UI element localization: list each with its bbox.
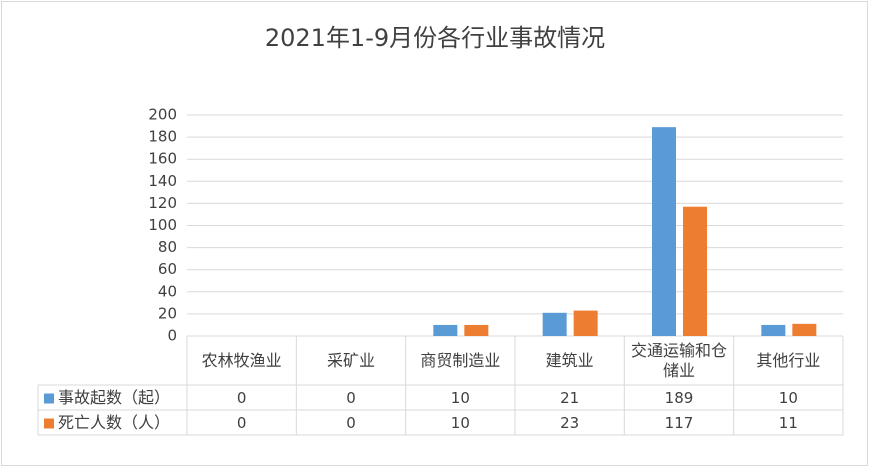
- table-value: 10: [779, 389, 798, 407]
- legend-label: 事故起数（起）: [58, 388, 170, 407]
- table-value: 0: [237, 389, 247, 407]
- x-tick-label-box: 其他行业: [756, 350, 821, 370]
- x-tick-label-box: 农林牧渔业: [201, 350, 282, 370]
- x-tick-label: 农林牧渔业: [201, 350, 282, 370]
- table-value: 11: [779, 414, 798, 432]
- table-value: 0: [346, 414, 356, 432]
- x-tick-label: 交通运输和仓储业: [630, 340, 727, 380]
- y-tick-label: 20: [158, 304, 177, 322]
- bar: [683, 206, 707, 336]
- x-tick-label-box: 商贸制造业: [420, 350, 501, 370]
- bar: [542, 312, 567, 336]
- chart-title: 2021年1-9月份各行业事故情况: [265, 24, 605, 52]
- y-tick-label: 140: [148, 172, 177, 190]
- bar: [433, 324, 458, 336]
- table-value: 10: [451, 389, 470, 407]
- table-value: 189: [665, 389, 694, 407]
- y-tick-label: 100: [148, 216, 177, 234]
- y-tick-label: 60: [158, 260, 177, 278]
- legend-label: 死亡人数（人）: [58, 413, 170, 432]
- y-tick-label: 180: [148, 128, 177, 146]
- table-value: 21: [560, 389, 579, 407]
- y-tick-label: 0: [167, 327, 177, 345]
- x-tick-label: 其他行业: [756, 350, 821, 370]
- table-value: 117: [665, 414, 694, 432]
- x-tick-label: 建筑业: [545, 350, 594, 370]
- x-tick-label-box: 建筑业: [545, 350, 594, 370]
- bar: [652, 127, 676, 336]
- y-tick-label: 160: [148, 150, 177, 168]
- y-tick-label: 120: [148, 194, 177, 212]
- table-value: 0: [237, 414, 247, 432]
- x-tick-label-box: 采矿业: [326, 350, 375, 370]
- y-tick-label: 40: [158, 282, 177, 300]
- table-value: 23: [560, 414, 579, 432]
- x-tick-label: 采矿业: [326, 350, 375, 370]
- table-value: 0: [346, 389, 356, 407]
- legend-key: [44, 393, 54, 404]
- bar: [573, 310, 598, 336]
- bar: [761, 324, 786, 336]
- x-tick-label-box: 交通运输和仓储业: [630, 340, 727, 380]
- y-tick-label: 80: [158, 238, 177, 256]
- y-tick-label: 200: [148, 106, 177, 124]
- legend-key: [44, 418, 54, 429]
- bar: [792, 323, 817, 336]
- table-value: 10: [451, 414, 470, 432]
- x-tick-label: 商贸制造业: [420, 350, 501, 370]
- bar: [464, 324, 489, 336]
